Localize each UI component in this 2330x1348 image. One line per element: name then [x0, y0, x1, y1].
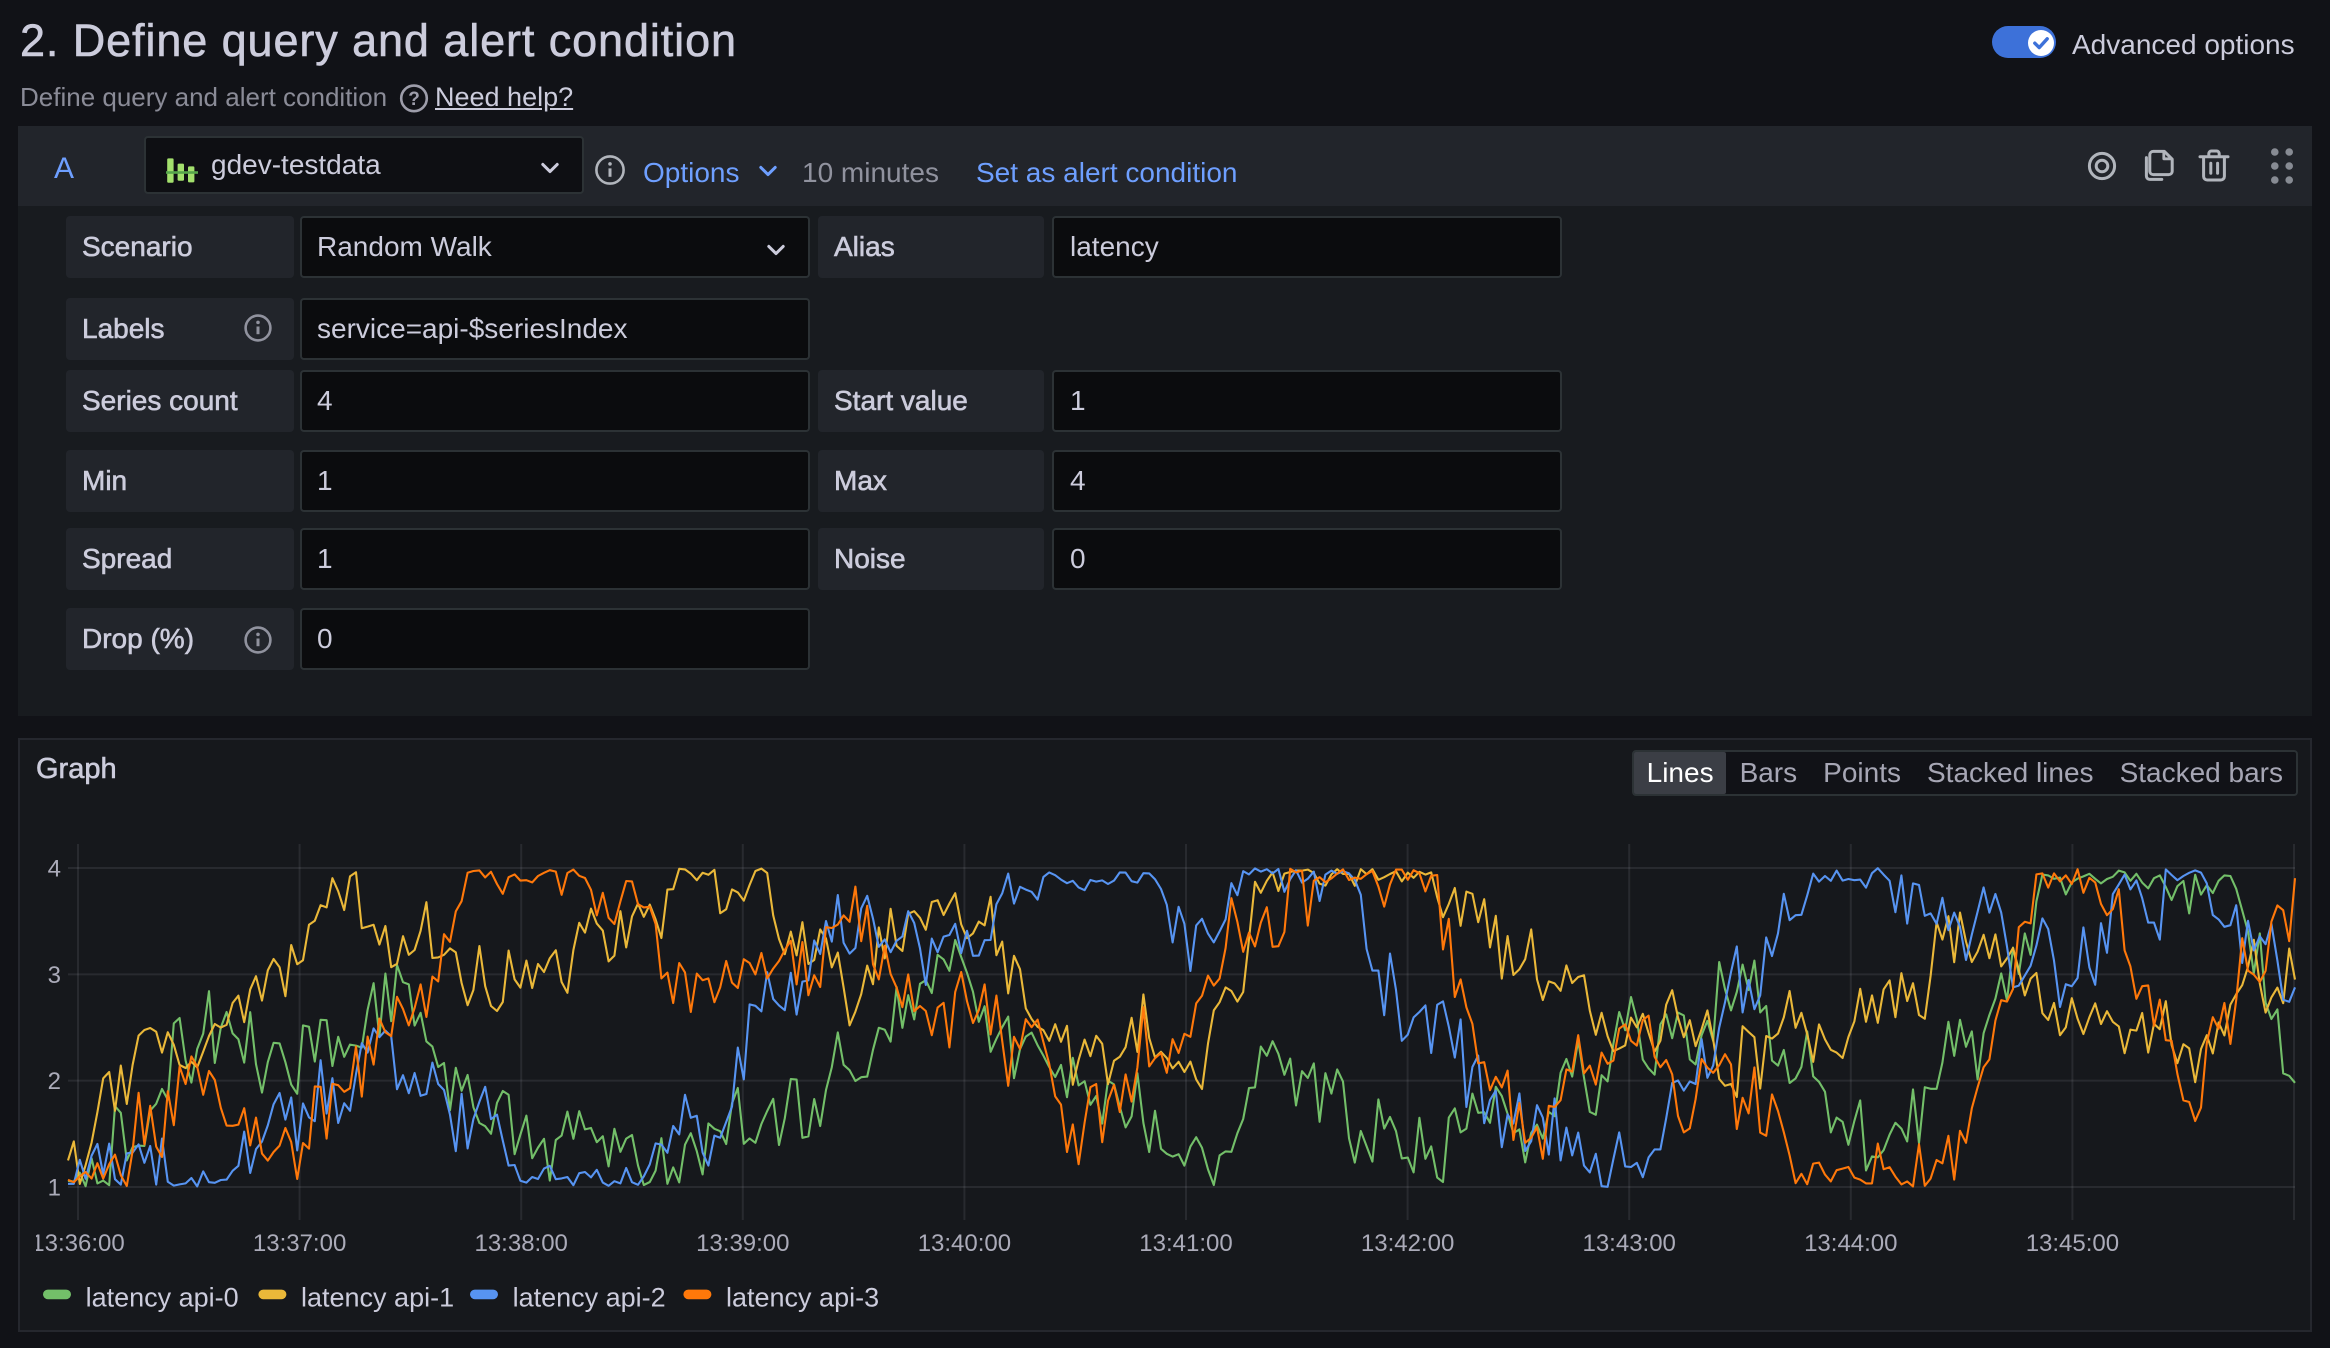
svg-text:13:40:00: 13:40:00 — [918, 1229, 1011, 1256]
svg-text:4: 4 — [48, 854, 61, 881]
svg-text:2: 2 — [48, 1067, 61, 1094]
svg-text:13:36:00: 13:36:00 — [31, 1229, 124, 1256]
svg-text:13:38:00: 13:38:00 — [474, 1229, 567, 1256]
svg-text:13:45:00: 13:45:00 — [2026, 1229, 2119, 1256]
svg-text:13:37:00: 13:37:00 — [253, 1229, 346, 1256]
svg-text:latency api-0: latency api-0 — [86, 1282, 239, 1312]
svg-text:latency api-3: latency api-3 — [726, 1282, 879, 1312]
svg-text:13:39:00: 13:39:00 — [696, 1229, 789, 1256]
svg-text:1: 1 — [48, 1173, 61, 1200]
svg-text:13:42:00: 13:42:00 — [1361, 1229, 1454, 1256]
svg-text:?: ? — [408, 89, 420, 110]
svg-text:13:43:00: 13:43:00 — [1582, 1229, 1675, 1256]
svg-text:latency api-2: latency api-2 — [513, 1282, 666, 1312]
svg-text:13:44:00: 13:44:00 — [1804, 1229, 1897, 1256]
svg-text:13:41:00: 13:41:00 — [1139, 1229, 1232, 1256]
svg-text:3: 3 — [48, 961, 61, 988]
svg-text:latency api-1: latency api-1 — [301, 1282, 454, 1312]
